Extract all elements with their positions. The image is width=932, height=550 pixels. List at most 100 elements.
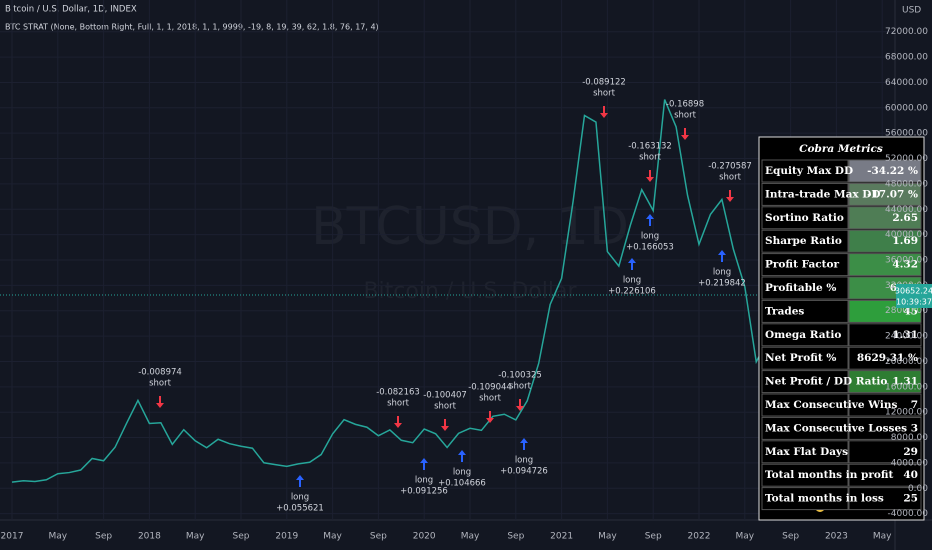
trade-arrow — [516, 399, 524, 411]
currency: USD — [902, 6, 921, 16]
x-tick-label: 2020 — [413, 532, 436, 542]
trade-arrow — [646, 170, 654, 182]
cell — [761, 416, 849, 440]
trade-arrow — [458, 450, 466, 462]
cell — [761, 463, 849, 487]
trade-label: short — [674, 111, 697, 121]
x-tick-label: May — [323, 532, 342, 542]
trade-label: +0.104666 — [438, 479, 486, 489]
cell — [848, 487, 922, 511]
cell — [761, 276, 849, 300]
y-tick-label: 16000.00 — [885, 382, 928, 392]
metric-label: Omega Ratio — [765, 329, 841, 341]
trade-arrow — [394, 416, 402, 428]
trade-label: -0.109044 — [468, 383, 512, 393]
trade-arrow — [726, 190, 734, 202]
cell — [761, 487, 849, 511]
x-tick-label: May — [48, 532, 67, 542]
x-tick-label: May — [598, 532, 617, 542]
metric-value: 1.69 — [892, 235, 918, 247]
x-tick-label: 2022 — [688, 532, 711, 542]
cell — [848, 393, 922, 417]
trade-label: -0.100325 — [498, 371, 542, 381]
x-tick-label: 2018 — [138, 532, 161, 542]
trade-label: +0.094726 — [500, 467, 548, 477]
trade-arrow — [600, 106, 608, 118]
cell — [761, 229, 849, 253]
trade-label: short — [593, 89, 616, 99]
trade-label: short — [387, 399, 410, 409]
table-title: Cobra Metrics — [799, 143, 883, 155]
y-tick-label: 0.00 — [908, 484, 928, 494]
y-tick-label: 28000.00 — [885, 306, 928, 316]
metric-value: 4.32 — [892, 259, 918, 271]
x-tick-label: May — [186, 532, 205, 542]
cell — [848, 440, 922, 464]
metric-value: 1.31 — [892, 329, 918, 341]
trade-label: short — [719, 173, 742, 183]
y-tick-label: 72000.00 — [885, 27, 928, 37]
trade-label: +0.166053 — [626, 243, 674, 253]
trade-label: -0.270587 — [708, 162, 752, 172]
x-tick-label: Sep — [370, 532, 387, 542]
trade-label: +0.219842 — [698, 279, 746, 289]
trade-label: short — [639, 153, 662, 163]
cell — [761, 182, 849, 206]
y-tick-label: 12000.00 — [885, 408, 928, 418]
y-tick-label: 60000.00 — [885, 103, 928, 113]
x-tick-label: 2017 — [1, 532, 24, 542]
trade-arrow — [486, 411, 494, 423]
trade-label: -0.163132 — [628, 142, 672, 152]
symbol-title: Bitcoin / U.S. Dollar, 1D, INDEX — [5, 5, 137, 15]
countdown: 10:39:37 — [896, 298, 932, 307]
price-line — [11, 99, 895, 483]
trade-label: long — [641, 232, 659, 242]
x-tick-label: May — [735, 532, 754, 542]
trade-arrow — [441, 419, 449, 431]
y-tick-label: 48000.00 — [885, 179, 928, 189]
metric-label: Net Profit / DD Ratio — [765, 376, 887, 388]
trade-arrow — [156, 396, 164, 408]
trade-label: -0.100407 — [423, 391, 467, 401]
metric-label: Profit Factor — [765, 259, 840, 271]
x-tick-label: Sep — [645, 532, 662, 542]
cell — [848, 182, 922, 206]
x-tick-label: Sep — [95, 532, 112, 542]
y-tick-label: 44000.00 — [885, 205, 928, 215]
x-tick-label: 2019 — [275, 532, 298, 542]
metric-label: Total months in profit — [765, 469, 893, 481]
metric-value: 1.31 — [892, 376, 918, 388]
metric-value: -17.07 % — [867, 188, 918, 200]
metric-value: -34.22 % — [867, 165, 918, 177]
metric-label: Sortino Ratio — [765, 212, 844, 224]
trade-arrow — [718, 250, 726, 262]
trade-label: long — [453, 468, 471, 478]
metric-value: 40 — [903, 469, 918, 481]
metric-label: Total months in loss — [765, 493, 884, 505]
cell — [761, 323, 849, 347]
trade-label: long — [515, 456, 533, 466]
metrics-table: Cobra Metrics Mid Equity Max DD-34.22 %I… — [758, 136, 925, 521]
metric-label: Net Profit % — [765, 352, 836, 364]
cell — [848, 323, 922, 347]
trade-label: -0.089122 — [582, 78, 626, 88]
plot: -0.089122short-0.16898short-0.163132shor… — [0, 0, 895, 520]
x-tick-label: May — [873, 532, 892, 542]
trade-arrow — [520, 438, 528, 450]
cell — [848, 206, 922, 230]
last-price-tag — [896, 284, 932, 309]
y-tick-label: 40000.00 — [885, 230, 928, 240]
cell — [761, 159, 849, 183]
metric-value: 7 — [911, 399, 918, 411]
y-tick-label: -4000.00 — [888, 509, 929, 519]
trade-arrow — [628, 258, 636, 270]
metric-value: 45 — [903, 305, 918, 317]
trade-label: short — [434, 402, 457, 412]
trade-label: short — [479, 394, 502, 404]
last-price: 30652.24 — [895, 287, 932, 296]
metric-value: 29 — [903, 446, 918, 458]
cell — [848, 370, 922, 394]
cell — [848, 253, 922, 277]
x-tick-label: 2021 — [550, 532, 573, 542]
